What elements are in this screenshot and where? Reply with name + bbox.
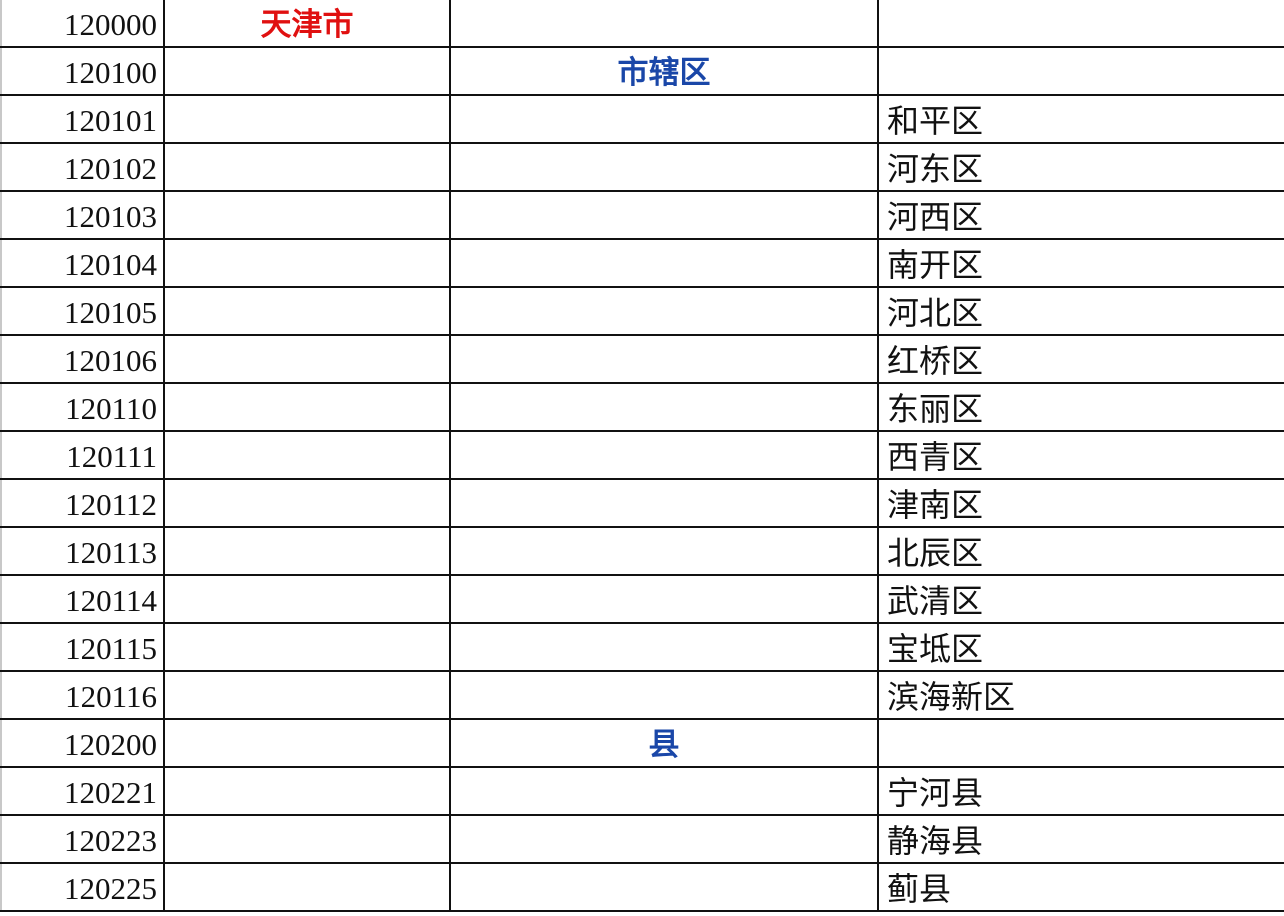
province-cell[interactable] [165,384,451,430]
prefecture-cell[interactable] [451,768,879,814]
province-cell[interactable] [165,672,451,718]
province-cell[interactable] [165,144,451,190]
code-cell[interactable]: 120221 [0,768,165,814]
table-row: 120111 西青区 [0,432,1284,480]
province-cell[interactable] [165,720,451,766]
province-cell[interactable] [165,480,451,526]
province-cell[interactable] [165,816,451,862]
code-cell[interactable]: 120000 [0,0,165,46]
table-row: 120114 武清区 [0,576,1284,624]
prefecture-cell[interactable] [451,624,879,670]
code-cell[interactable]: 120113 [0,528,165,574]
county-cell[interactable] [879,0,1284,46]
code-cell[interactable]: 120114 [0,576,165,622]
table-row: 120225 蓟县 [0,864,1284,912]
code-cell[interactable]: 120116 [0,672,165,718]
province-cell[interactable]: 天津市 [165,0,451,46]
table-row: 120100 市辖区 [0,48,1284,96]
county-cell[interactable] [879,720,1284,766]
county-cell[interactable]: 宝坻区 [887,630,984,668]
prefecture-cell[interactable] [451,432,879,478]
code-cell[interactable]: 120105 [0,288,165,334]
county-cell[interactable]: 武清区 [887,582,984,620]
prefecture-cell[interactable] [451,0,879,46]
province-cell[interactable] [165,288,451,334]
table-row: 120000 天津市 [0,0,1284,48]
table-row: 120101 和平区 [0,96,1284,144]
code-cell[interactable]: 120103 [0,192,165,238]
prefecture-cell[interactable] [451,336,879,382]
province-cell[interactable] [165,48,451,94]
code-cell[interactable]: 120101 [0,96,165,142]
county-cell[interactable]: 滨海新区 [887,678,1016,716]
county-cell[interactable]: 和平区 [887,102,984,140]
county-cell[interactable]: 宁河县 [887,774,984,812]
prefecture-cell[interactable] [451,528,879,574]
province-cell[interactable] [165,96,451,142]
province-cell[interactable] [165,528,451,574]
province-cell[interactable] [165,192,451,238]
table-row: 120103 河西区 [0,192,1284,240]
province-cell[interactable] [165,240,451,286]
prefecture-cell[interactable] [451,864,879,910]
county-cell[interactable]: 北辰区 [887,534,984,572]
code-cell[interactable]: 120223 [0,816,165,862]
table-row: 120223 静海县 [0,816,1284,864]
county-cell[interactable]: 南开区 [887,246,984,284]
code-cell[interactable]: 120100 [0,48,165,94]
table-row: 120115 宝坻区 [0,624,1284,672]
province-cell[interactable] [165,432,451,478]
county-cell[interactable] [879,48,1284,94]
province-cell[interactable] [165,768,451,814]
county-cell[interactable]: 静海县 [887,822,984,860]
table-row: 120106 红桥区 [0,336,1284,384]
county-cell[interactable]: 西青区 [887,438,984,476]
prefecture-cell[interactable] [451,288,879,334]
prefecture-cell[interactable]: 市辖区 [451,48,879,94]
table-row: 120102 河东区 [0,144,1284,192]
table-row: 120112 津南区 [0,480,1284,528]
prefecture-cell[interactable] [451,240,879,286]
code-cell[interactable]: 120104 [0,240,165,286]
prefecture-cell[interactable] [451,576,879,622]
province-cell[interactable] [165,576,451,622]
county-cell[interactable]: 河东区 [887,150,984,188]
table-row: 120110 东丽区 [0,384,1284,432]
county-cell[interactable]: 河北区 [887,294,984,332]
code-cell[interactable]: 120112 [0,480,165,526]
code-cell[interactable]: 120102 [0,144,165,190]
table-row: 120200 县 [0,720,1284,768]
province-cell[interactable] [165,864,451,910]
prefecture-cell[interactable] [451,816,879,862]
prefecture-cell[interactable] [451,144,879,190]
prefecture-cell[interactable] [451,384,879,430]
code-cell[interactable]: 120225 [0,864,165,910]
code-cell[interactable]: 120200 [0,720,165,766]
table-row: 120221 宁河县 [0,768,1284,816]
prefecture-cell[interactable] [451,192,879,238]
county-cell[interactable]: 蓟县 [887,870,952,908]
table-row: 120105 河北区 [0,288,1284,336]
code-cell[interactable]: 120106 [0,336,165,382]
prefecture-cell[interactable] [451,672,879,718]
table-row: 120113 北辰区 [0,528,1284,576]
prefecture-cell[interactable] [451,96,879,142]
province-cell[interactable] [165,624,451,670]
county-cell[interactable]: 津南区 [887,486,984,524]
table-row: 120104 南开区 [0,240,1284,288]
county-cell[interactable]: 红桥区 [887,342,984,380]
code-cell[interactable]: 120111 [0,432,165,478]
code-cell[interactable]: 120110 [0,384,165,430]
province-cell[interactable] [165,336,451,382]
code-cell[interactable]: 120115 [0,624,165,670]
prefecture-cell[interactable] [451,480,879,526]
county-cell[interactable]: 东丽区 [887,390,984,428]
county-cell[interactable]: 河西区 [887,198,984,236]
prefecture-cell[interactable]: 县 [451,720,879,766]
table-row: 120116 滨海新区 [0,672,1284,720]
